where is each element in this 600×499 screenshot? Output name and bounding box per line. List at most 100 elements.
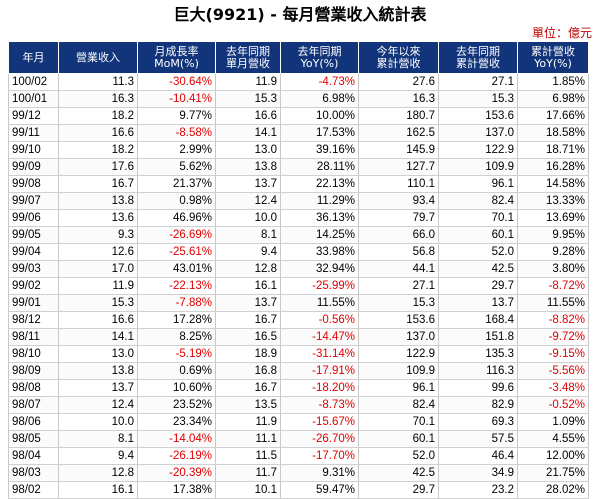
header-line: 月成長率: [154, 44, 199, 58]
header-line: MoM(%): [154, 56, 199, 70]
col-lastyear-month-cell: 16.7: [215, 379, 281, 397]
col-revenue-cell: 16.3: [58, 90, 138, 108]
col-ytd-revenue-cell: 145.9: [358, 141, 439, 159]
col-lastyear-month-cell: 13.7: [215, 175, 281, 193]
col-ytd-revenue-cell: 66.0: [358, 226, 439, 244]
col-ytd-revenue-cell: 44.1: [358, 260, 439, 278]
col-year-month-cell: 98/07: [8, 396, 59, 414]
col-ytd-yoy-cell: 17.66%: [517, 107, 589, 125]
col-revenue-cell: 18.2: [58, 107, 138, 125]
col-ytd-revenue-cell: 29.7: [358, 481, 439, 499]
col-yoy-cell: -4.73%: [280, 73, 359, 91]
col-mom-cell: 10.60%: [137, 379, 216, 397]
header-line: YoY(%): [300, 56, 339, 70]
col-ytd-revenue-header: 今年以來 累計營收: [358, 41, 439, 74]
col-lastyear-month-cell: 11.9: [215, 73, 281, 91]
col-ytd-yoy-cell: -9.72%: [517, 328, 589, 346]
header-line: 今年以來: [376, 44, 421, 58]
col-lastyear-ytd-cell: 60.1: [438, 226, 518, 244]
col-ytd-yoy-cell: 6.98%: [517, 90, 589, 108]
col-yoy-cell: 22.13%: [280, 175, 359, 193]
col-ytd-revenue-cell: 137.0: [358, 328, 439, 346]
col-ytd-revenue-cell: 27.6: [358, 73, 439, 91]
header-line: 單月營收: [226, 56, 270, 70]
col-lastyear-month-cell: 13.7: [215, 294, 281, 312]
col-year-month-cell: 99/08: [8, 175, 59, 193]
col-lastyear-ytd-cell: 42.5: [438, 260, 518, 278]
col-ytd-yoy-cell: -3.48%: [517, 379, 589, 397]
col-ytd-yoy-cell: -9.15%: [517, 345, 589, 363]
table-row: 98/06 10.0 23.34% 11.9 -15.67% 70.1 69.3 1.09%: [8, 413, 589, 431]
col-mom-cell: -20.39%: [137, 464, 216, 482]
col-lastyear-month-cell: 16.8: [215, 362, 281, 380]
col-ytd-yoy-header: 累計營收 YoY(%): [517, 41, 589, 74]
table-row: 99/12 18.2 9.77% 16.6 10.00% 180.7 153.6 17.66%: [8, 107, 589, 125]
col-year-month-cell: 98/06: [8, 413, 59, 431]
col-mom-cell: 23.52%: [137, 396, 216, 414]
col-lastyear-ytd-cell: 57.5: [438, 430, 518, 448]
col-revenue-cell: 16.6: [58, 311, 138, 329]
table-header-row: 年月 營業收入 月成長率 MoM(%) 去年同期 單月營收 去年同期 YoY(%) 今年以來 累計…: [8, 41, 589, 74]
col-lastyear-month-cell: 13.5: [215, 396, 281, 414]
col-lastyear-ytd-cell: 109.9: [438, 158, 518, 176]
col-yoy-cell: -0.56%: [280, 311, 359, 329]
col-ytd-revenue-cell: 15.3: [358, 294, 439, 312]
col-mom-cell: 2.99%: [137, 141, 216, 159]
col-lastyear-month-cell: 14.1: [215, 124, 281, 142]
col-revenue-cell: 13.8: [58, 362, 138, 380]
col-revenue-cell: 16.1: [58, 481, 138, 499]
col-ytd-revenue-cell: 82.4: [358, 396, 439, 414]
col-lastyear-month-cell: 8.1: [215, 226, 281, 244]
col-year-month-cell: 99/04: [8, 243, 59, 261]
col-lastyear-ytd-cell: 15.3: [438, 90, 518, 108]
col-ytd-yoy-cell: 13.69%: [517, 209, 589, 227]
col-revenue-cell: 18.2: [58, 141, 138, 159]
col-year-month-cell: 99/09: [8, 158, 59, 176]
col-year-month-header: 年月: [8, 41, 59, 74]
table-row: 98/03 12.8 -20.39% 11.7 9.31% 42.5 34.9 21.75%: [8, 464, 589, 482]
col-mom-cell: 0.69%: [137, 362, 216, 380]
col-yoy-cell: 6.98%: [280, 90, 359, 108]
col-revenue-cell: 11.3: [58, 73, 138, 91]
col-yoy-cell: -26.70%: [280, 430, 359, 448]
col-ytd-yoy-cell: 28.02%: [517, 481, 589, 499]
col-revenue-cell: 12.8: [58, 464, 138, 482]
col-yoy-cell: 36.13%: [280, 209, 359, 227]
table-body: 100/02 11.3 -30.64% 11.9 -4.73% 27.6 27.1 1.85%…: [8, 73, 589, 499]
col-year-month-cell: 98/05: [8, 430, 59, 448]
col-ytd-revenue-cell: 52.0: [358, 447, 439, 465]
col-year-month-cell: 99/05: [8, 226, 59, 244]
col-ytd-revenue-cell: 127.7: [358, 158, 439, 176]
table-row: 99/01 15.3 -7.88% 13.7 11.55% 15.3 13.7 11.55%: [8, 294, 589, 312]
header-line: 去年同期: [456, 44, 500, 58]
col-revenue-cell: 13.8: [58, 192, 138, 210]
col-yoy-cell: 10.00%: [280, 107, 359, 125]
col-yoy-cell: 11.29%: [280, 192, 359, 210]
col-ytd-revenue-cell: 79.7: [358, 209, 439, 227]
table-row: 98/08 13.7 10.60% 16.7 -18.20% 96.1 99.6 -3.48%: [8, 379, 589, 397]
col-ytd-yoy-cell: 21.75%: [517, 464, 589, 482]
col-lastyear-ytd-cell: 69.3: [438, 413, 518, 431]
col-yoy-cell: 11.55%: [280, 294, 359, 312]
header-line: 去年同期: [297, 44, 342, 58]
col-lastyear-month-cell: 11.7: [215, 464, 281, 482]
col-yoy-cell: 33.98%: [280, 243, 359, 261]
col-yoy-header: 去年同期 YoY(%): [280, 41, 359, 74]
col-mom-cell: 43.01%: [137, 260, 216, 278]
col-mom-cell: -22.13%: [137, 277, 216, 295]
col-year-month-cell: 98/10: [8, 345, 59, 363]
col-year-month-cell: 98/04: [8, 447, 59, 465]
table-row: 100/01 16.3 -10.41% 15.3 6.98% 16.3 15.3 6.98%: [8, 90, 589, 108]
table-row: 99/10 18.2 2.99% 13.0 39.16% 145.9 122.9 18.71%: [8, 141, 589, 159]
col-ytd-yoy-cell: 1.85%: [517, 73, 589, 91]
col-ytd-revenue-cell: 109.9: [358, 362, 439, 380]
col-mom-cell: -26.19%: [137, 447, 216, 465]
col-lastyear-ytd-cell: 27.1: [438, 73, 518, 91]
col-yoy-cell: 39.16%: [280, 141, 359, 159]
col-yoy-cell: -15.67%: [280, 413, 359, 431]
col-year-month-cell: 98/08: [8, 379, 59, 397]
col-lastyear-month-cell: 13.8: [215, 158, 281, 176]
col-lastyear-ytd-cell: 135.3: [438, 345, 518, 363]
col-lastyear-month-cell: 15.3: [215, 90, 281, 108]
col-lastyear-month-cell: 9.4: [215, 243, 281, 261]
